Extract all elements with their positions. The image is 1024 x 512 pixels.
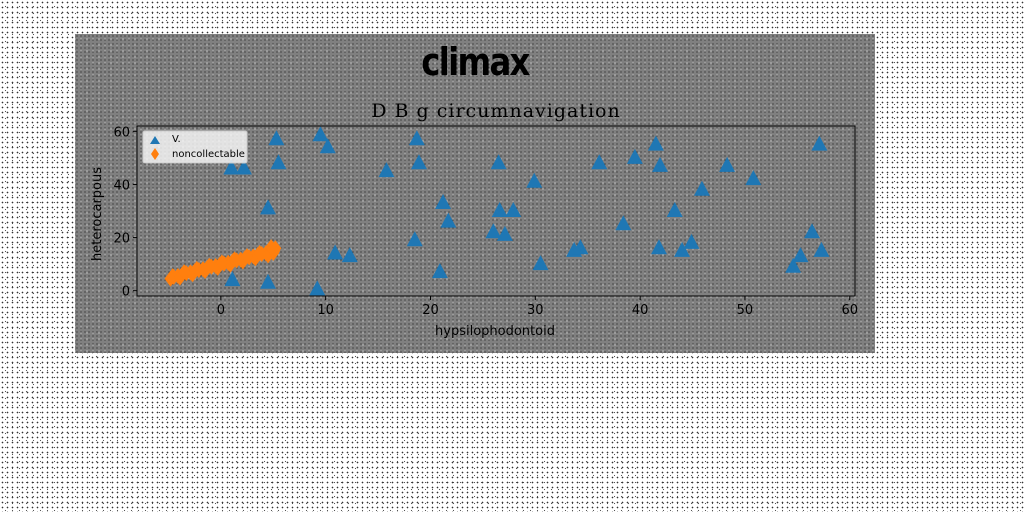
y-tick-label: 40 bbox=[113, 178, 130, 193]
data-point-v bbox=[813, 241, 830, 257]
x-tick-label: 10 bbox=[317, 303, 334, 318]
data-points bbox=[164, 126, 830, 296]
data-point-v bbox=[811, 135, 828, 151]
x-tick-label: 40 bbox=[632, 303, 649, 318]
data-point-v bbox=[683, 233, 700, 249]
y-axis-label: heterocarpous bbox=[90, 167, 105, 261]
data-point-noncollectable bbox=[203, 257, 216, 274]
legend-label-noncollectable: noncollectable bbox=[172, 149, 245, 160]
legend-marker-noncollectable-icon bbox=[151, 148, 159, 160]
data-point-v bbox=[693, 180, 710, 196]
x-tick-label: 20 bbox=[422, 303, 439, 318]
data-point-v bbox=[650, 239, 667, 255]
data-point-v bbox=[260, 199, 277, 215]
plot-area-frame bbox=[136, 125, 856, 297]
legend-marker-v-icon bbox=[150, 136, 160, 144]
data-point-v bbox=[312, 126, 329, 142]
data-point-noncollectable bbox=[166, 268, 179, 285]
data-point-noncollectable bbox=[178, 264, 191, 281]
data-point-v bbox=[572, 239, 589, 255]
data-point-v bbox=[260, 273, 277, 289]
data-point-v bbox=[319, 138, 336, 154]
data-point-v bbox=[532, 255, 549, 271]
data-point-noncollectable bbox=[215, 254, 228, 271]
axis-ticks: 0 10 20 30 40 50 60 0 20 40 60 bbox=[113, 125, 858, 318]
scatter-chart: D B g circumnavigation 0 10 20 30 40 50 60 0 20 4… bbox=[90, 100, 858, 339]
data-point-v bbox=[526, 172, 543, 188]
data-point-noncollectable bbox=[173, 269, 186, 286]
data-point-v bbox=[309, 280, 326, 296]
data-point-v bbox=[341, 247, 358, 263]
data-point-v bbox=[410, 154, 427, 170]
data-point-v bbox=[378, 162, 395, 178]
data-point-v bbox=[626, 148, 643, 164]
data-point-v bbox=[505, 202, 522, 217]
y-tick-label: 20 bbox=[113, 232, 130, 247]
data-point-v bbox=[268, 130, 285, 146]
data-point-v bbox=[792, 247, 809, 263]
x-tick-label: 30 bbox=[527, 303, 544, 318]
data-point-v bbox=[327, 244, 344, 260]
data-point-v bbox=[719, 156, 736, 172]
data-point-v bbox=[431, 263, 448, 279]
data-point-v bbox=[408, 130, 425, 146]
data-point-v bbox=[224, 271, 241, 287]
data-point-v bbox=[666, 202, 683, 217]
data-point-v bbox=[235, 159, 252, 175]
data-point-v bbox=[490, 154, 507, 170]
data-point-v bbox=[496, 225, 513, 241]
data-point-v bbox=[652, 156, 669, 172]
data-point-v bbox=[647, 135, 664, 151]
data-point-v bbox=[440, 212, 457, 228]
figure-canvas: climax D B g circumnavigation 0 10 20 30 40 5… bbox=[75, 34, 875, 353]
data-point-noncollectable bbox=[241, 248, 254, 265]
data-point-noncollectable bbox=[265, 239, 278, 256]
y-tick-label: 60 bbox=[113, 125, 130, 140]
data-point-noncollectable bbox=[262, 247, 275, 264]
data-point-v bbox=[491, 202, 508, 217]
data-point-noncollectable bbox=[228, 251, 241, 268]
legend-box bbox=[142, 130, 248, 164]
data-point-noncollectable bbox=[190, 260, 203, 277]
data-point-v bbox=[615, 215, 632, 231]
x-tick-label: 60 bbox=[841, 303, 858, 318]
data-point-v bbox=[270, 154, 287, 170]
data-point-v bbox=[435, 194, 452, 210]
legend: V. noncollectable bbox=[142, 130, 248, 164]
figure-suptitle: climax bbox=[421, 40, 530, 84]
data-point-v bbox=[745, 170, 762, 186]
data-point-v bbox=[223, 159, 240, 175]
legend-label-v: V. bbox=[172, 134, 181, 145]
data-point-v bbox=[674, 241, 691, 257]
data-point-v bbox=[785, 257, 802, 273]
x-tick-label: 50 bbox=[737, 303, 754, 318]
y-tick-label: 0 bbox=[122, 285, 130, 300]
data-point-v bbox=[406, 231, 423, 247]
data-point-v bbox=[591, 154, 608, 170]
data-point-v bbox=[485, 223, 502, 239]
chart-title: D B g circumnavigation bbox=[371, 100, 620, 122]
x-tick-label: 0 bbox=[217, 303, 225, 318]
data-point-v bbox=[804, 223, 821, 239]
x-axis-label: hypsilophodontoid bbox=[435, 324, 555, 339]
